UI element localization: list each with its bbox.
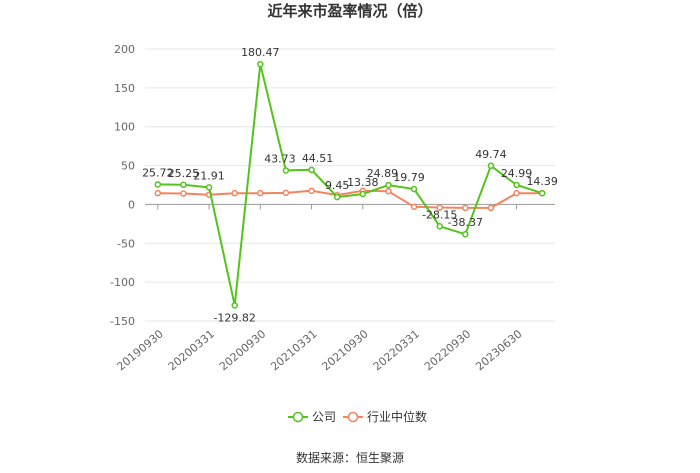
series-layer xyxy=(154,60,546,309)
data-label: -38.37 xyxy=(448,216,483,229)
x-tick-label: 20230630 xyxy=(473,327,524,373)
y-tick-label: 0 xyxy=(128,198,135,211)
x-tick-label: 20190930 xyxy=(114,327,165,373)
y-tick-label: -150 xyxy=(110,315,135,328)
data-label: 21.91 xyxy=(193,169,225,182)
data-label: 180.47 xyxy=(241,46,280,59)
legend-item-industry-median[interactable]: 行业中位数 xyxy=(343,409,427,424)
data-point[interactable] xyxy=(385,181,392,189)
data-point[interactable] xyxy=(231,302,238,309)
chart-title: 近年来市盈率情况（倍） xyxy=(267,2,432,20)
data-point[interactable] xyxy=(257,60,264,68)
legend-item-company[interactable]: 公司 xyxy=(288,410,336,424)
data-point[interactable] xyxy=(436,223,443,230)
data-point[interactable] xyxy=(487,162,495,170)
data-label: 44.51 xyxy=(302,152,334,165)
y-tick-label: 100 xyxy=(114,121,135,134)
legend-label: 行业中位数 xyxy=(367,409,427,424)
series-line xyxy=(157,189,543,209)
data-label: 14.39 xyxy=(526,175,558,188)
x-tick-label: 20210930 xyxy=(319,327,370,373)
data-label: 24.89 xyxy=(367,167,399,180)
data-label: 49.74 xyxy=(475,148,507,161)
y-tick-label: -50 xyxy=(117,237,135,250)
x-tick-label: 20220930 xyxy=(422,327,473,373)
data-label: 25.25 xyxy=(168,167,200,180)
legend-marker xyxy=(347,411,359,423)
data-point[interactable] xyxy=(282,167,290,174)
data-point[interactable] xyxy=(462,230,469,238)
data-point[interactable] xyxy=(308,166,315,174)
data-point[interactable] xyxy=(359,190,367,198)
data-point[interactable] xyxy=(410,203,418,211)
data-label: -28.15 xyxy=(422,208,457,221)
data-label: 13.38 xyxy=(347,176,379,189)
data-point[interactable] xyxy=(410,185,418,193)
data-point[interactable] xyxy=(333,193,341,201)
data-point[interactable] xyxy=(436,204,443,211)
data-point[interactable] xyxy=(513,189,520,197)
data-point[interactable] xyxy=(487,204,495,212)
data-point[interactable] xyxy=(154,181,162,188)
data-point[interactable] xyxy=(282,189,290,197)
data-point[interactable] xyxy=(462,204,469,212)
data-point[interactable] xyxy=(205,184,213,191)
series-line xyxy=(157,63,543,306)
y-axis: -150 -100 -50 0 50 100 150 200 xyxy=(110,43,135,328)
y-tick-label: 200 xyxy=(114,43,135,56)
data-point[interactable] xyxy=(257,189,264,197)
data-point[interactable] xyxy=(154,189,162,197)
y-tick-label: 150 xyxy=(114,82,135,95)
data-point[interactable] xyxy=(308,187,315,195)
data-point[interactable] xyxy=(385,187,392,195)
data-point[interactable] xyxy=(513,181,520,189)
data-point[interactable] xyxy=(180,181,187,189)
series-company xyxy=(154,60,546,309)
y-tick-label: -100 xyxy=(110,276,135,289)
data-point[interactable] xyxy=(180,190,187,197)
data-label: 9.45 xyxy=(325,179,350,192)
y-tick-label: 50 xyxy=(121,160,135,173)
data-label: 25.72 xyxy=(142,166,174,179)
legend-marker xyxy=(292,411,304,423)
data-label: 19.79 xyxy=(393,171,425,184)
x-tick-label: 20220331 xyxy=(371,327,422,373)
legend-label: 公司 xyxy=(312,410,336,424)
x-tick-label: 20210331 xyxy=(268,327,319,373)
legend: 公司 行业中位数 xyxy=(288,409,427,424)
x-tick-label: 20200930 xyxy=(217,327,268,373)
x-tick-label: 20200331 xyxy=(166,327,217,373)
data-point[interactable] xyxy=(231,189,238,197)
x-axis: 20190930 20200331 20200930 20210331 20210930… xyxy=(114,204,524,373)
data-point[interactable] xyxy=(538,189,546,197)
source-note: 数据来源：恒生聚源 xyxy=(296,450,404,465)
data-label: 24.99 xyxy=(501,167,533,180)
data-label: -129.82 xyxy=(213,311,255,324)
data-label: 43.73 xyxy=(264,152,296,165)
